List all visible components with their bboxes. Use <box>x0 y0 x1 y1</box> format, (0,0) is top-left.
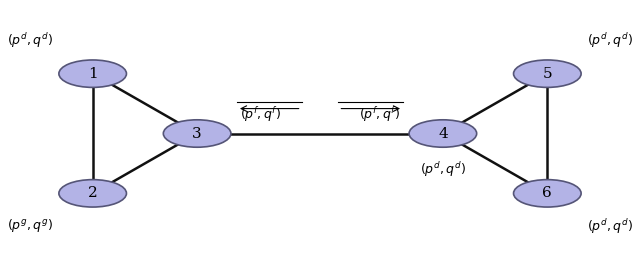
Text: 6: 6 <box>543 186 552 200</box>
Circle shape <box>163 120 231 147</box>
Text: $(p^f,q^f)$: $(p^f,q^f)$ <box>240 105 281 124</box>
Text: 4: 4 <box>438 127 448 140</box>
Text: $(p^g,q^g)$: $(p^g,q^g)$ <box>7 217 52 234</box>
Circle shape <box>59 60 127 88</box>
Circle shape <box>513 60 581 88</box>
Text: 1: 1 <box>88 67 97 81</box>
Text: $(p^d,q^d)$: $(p^d,q^d)$ <box>7 31 52 50</box>
Text: 5: 5 <box>543 67 552 81</box>
Text: $(p^d,q^d)$: $(p^d,q^d)$ <box>420 160 466 179</box>
Text: $(p^d,q^d)$: $(p^d,q^d)$ <box>588 217 633 236</box>
Text: 2: 2 <box>88 186 97 200</box>
Circle shape <box>513 180 581 207</box>
Text: $(p^d,q^d)$: $(p^d,q^d)$ <box>588 31 633 50</box>
Text: 3: 3 <box>192 127 202 140</box>
Text: $(p^f,q^f)$: $(p^f,q^f)$ <box>359 105 400 124</box>
Circle shape <box>59 180 127 207</box>
Circle shape <box>409 120 477 147</box>
